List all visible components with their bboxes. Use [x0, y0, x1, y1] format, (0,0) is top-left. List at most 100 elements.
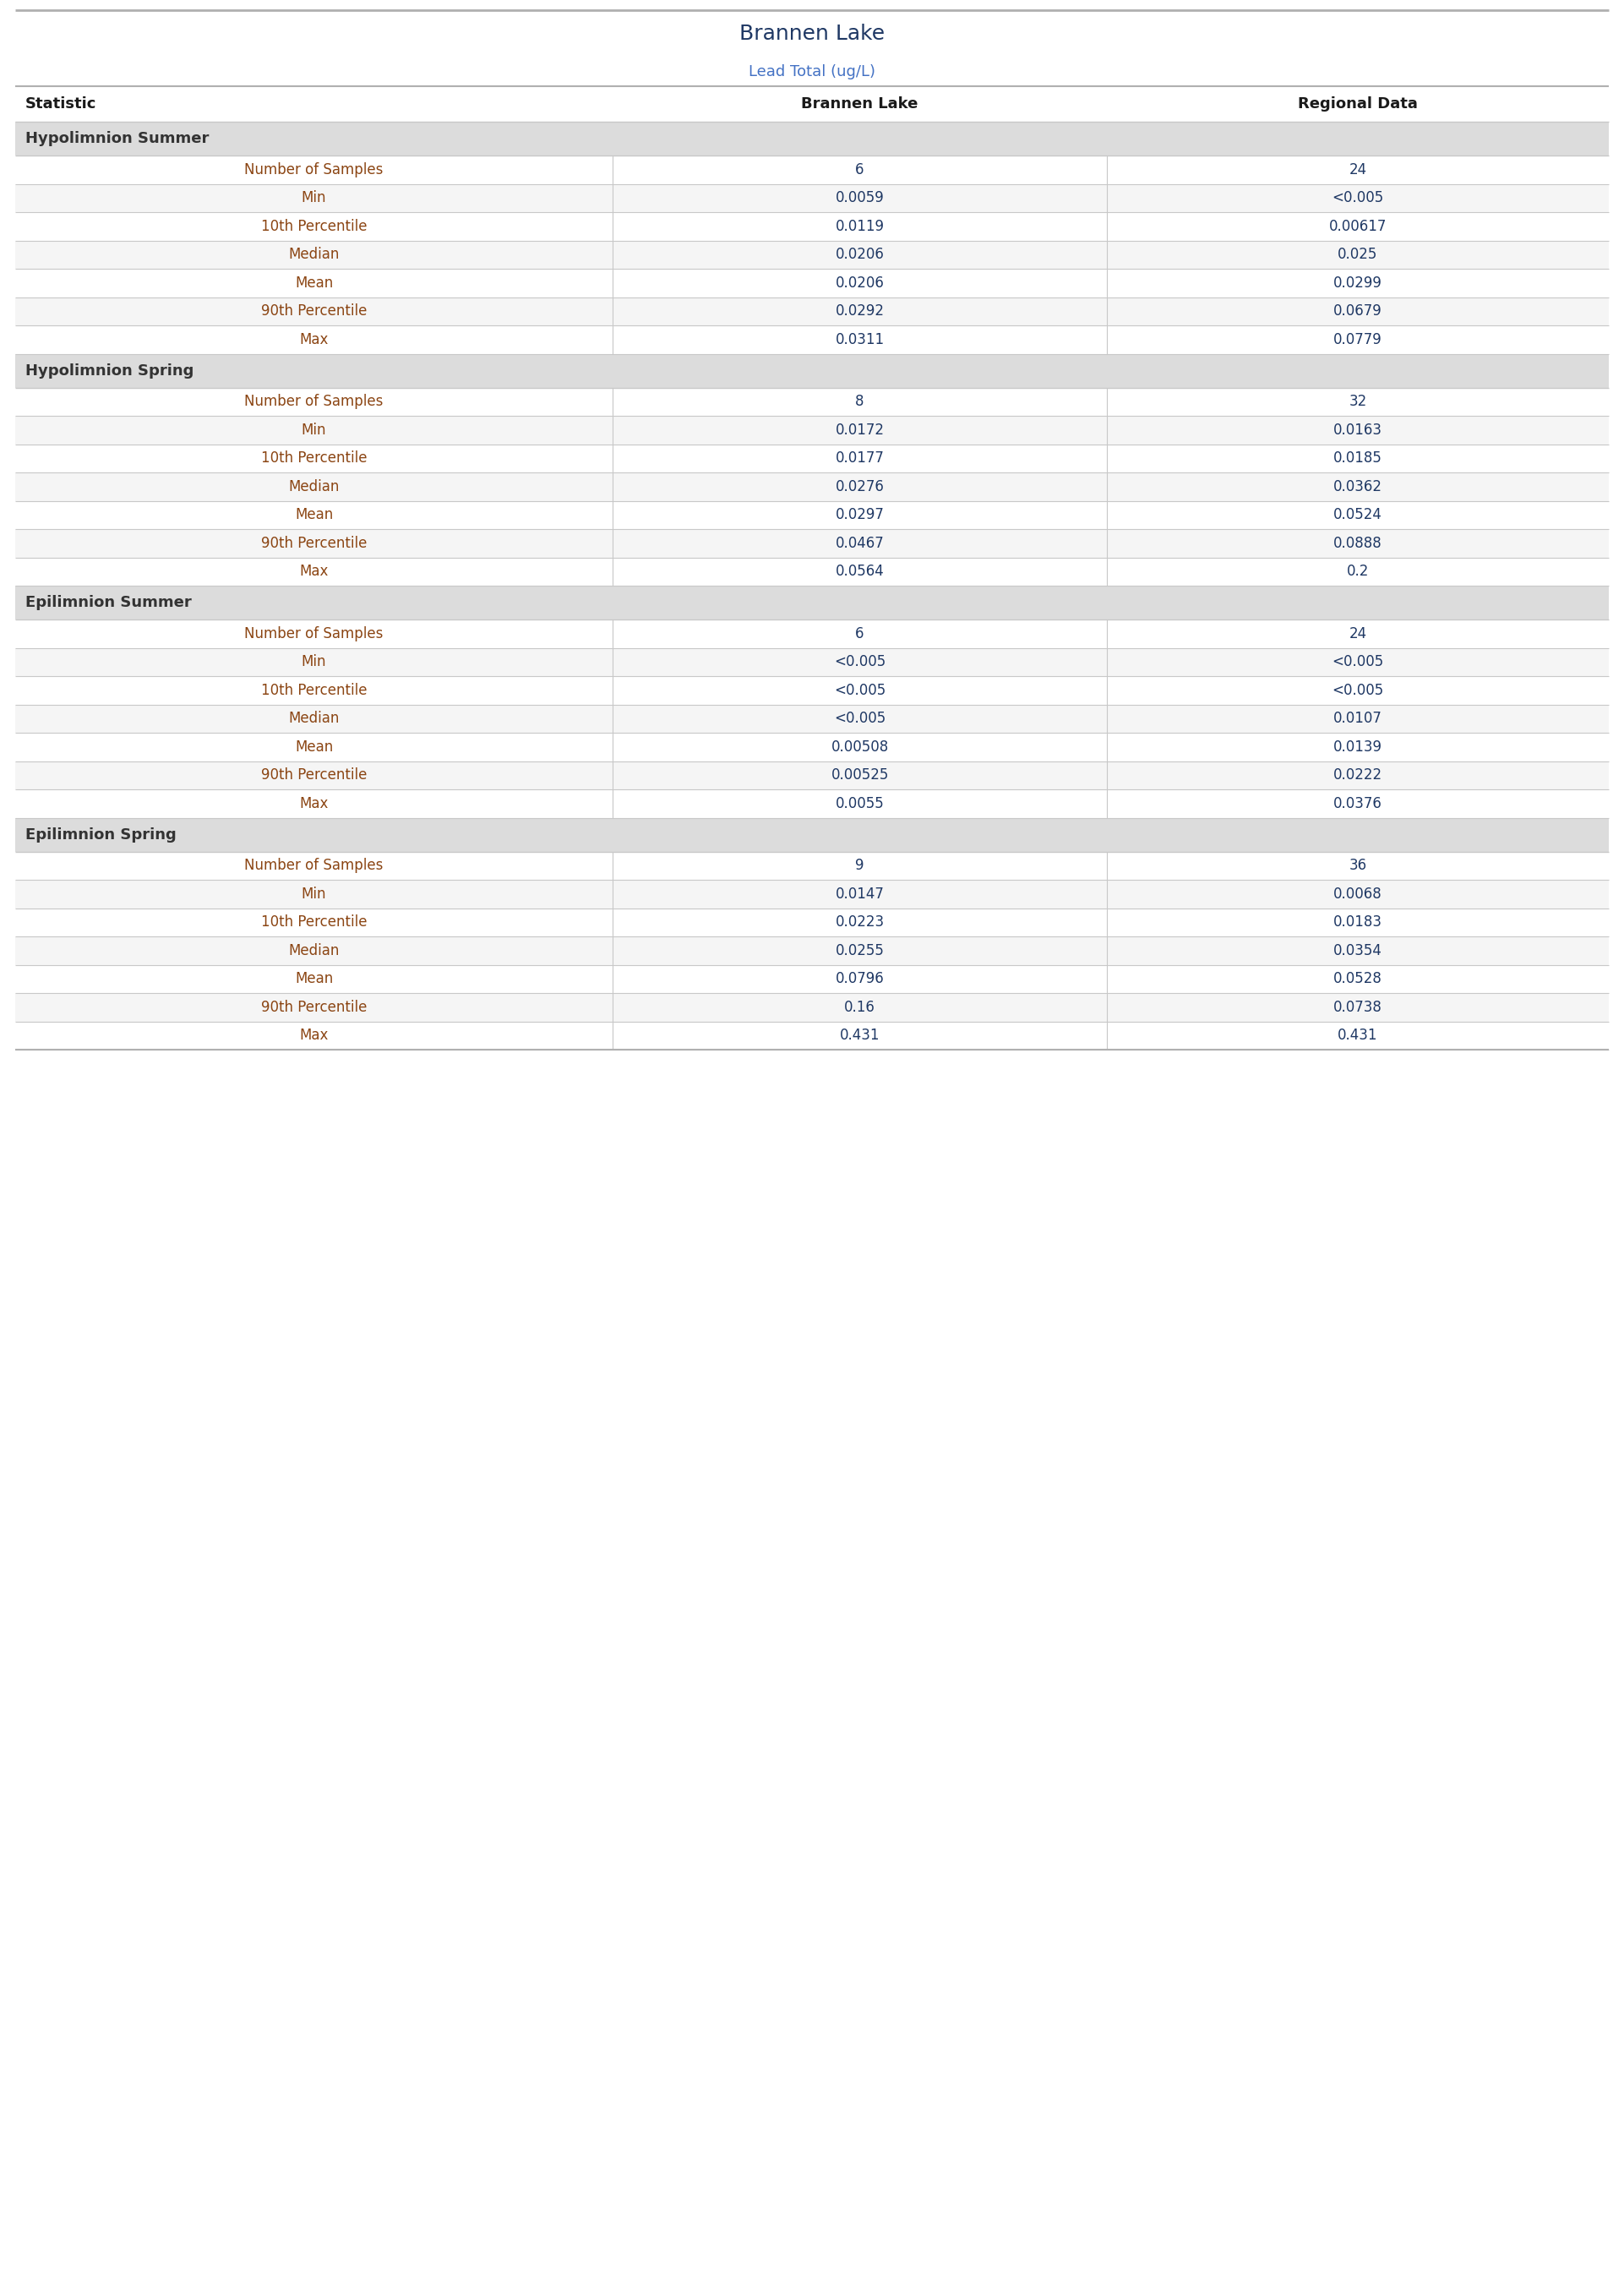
Bar [15, 354, 1609, 388]
Bar [15, 415, 1609, 445]
Text: 0.0206: 0.0206 [835, 247, 883, 263]
Text: 0.0059: 0.0059 [835, 191, 883, 207]
Text: 0.0564: 0.0564 [835, 563, 883, 579]
Text: Median: Median [289, 942, 339, 958]
Text: 0.0528: 0.0528 [1333, 972, 1382, 987]
Text: 0.431: 0.431 [840, 1028, 880, 1044]
Text: 0.0354: 0.0354 [1333, 942, 1382, 958]
Bar [15, 938, 1609, 965]
Text: Number of Samples: Number of Samples [245, 161, 383, 177]
Text: 0.00508: 0.00508 [831, 740, 888, 754]
Text: Number of Samples: Number of Samples [245, 627, 383, 640]
Text: 0.0206: 0.0206 [835, 275, 883, 291]
Bar [15, 881, 1609, 908]
Text: 0.0107: 0.0107 [1333, 711, 1382, 726]
Bar [15, 676, 1609, 704]
Text: <0.005: <0.005 [835, 711, 885, 726]
Bar [15, 241, 1609, 268]
Text: Hypolimnion Spring: Hypolimnion Spring [26, 363, 193, 379]
Text: 10th Percentile: 10th Percentile [261, 683, 367, 697]
Text: 0.0255: 0.0255 [835, 942, 883, 958]
Bar [15, 86, 1609, 123]
Bar [15, 297, 1609, 325]
Bar [15, 760, 1609, 790]
Text: Hypolimnion Summer: Hypolimnion Summer [26, 132, 209, 145]
Text: 0.0119: 0.0119 [835, 218, 885, 234]
Text: 0.0524: 0.0524 [1333, 506, 1382, 522]
Bar [15, 908, 1609, 938]
Bar [15, 992, 1609, 1022]
Text: 0.0738: 0.0738 [1333, 999, 1382, 1015]
Text: 0.0292: 0.0292 [835, 304, 885, 318]
Bar [15, 388, 1609, 415]
Bar [15, 733, 1609, 760]
Bar [15, 211, 1609, 241]
Text: 0.0177: 0.0177 [835, 452, 883, 465]
Text: 0.0172: 0.0172 [835, 422, 885, 438]
Text: 0.0185: 0.0185 [1333, 452, 1382, 465]
Text: Median: Median [289, 479, 339, 495]
Bar [15, 558, 1609, 586]
Bar [15, 529, 1609, 558]
Text: 0.0467: 0.0467 [835, 536, 883, 552]
Bar [15, 325, 1609, 354]
Text: Lead Total (ug/L): Lead Total (ug/L) [749, 64, 875, 79]
Text: 6: 6 [856, 161, 864, 177]
Text: 0.00525: 0.00525 [831, 767, 888, 783]
Text: 0.0362: 0.0362 [1333, 479, 1382, 495]
Text: 8: 8 [856, 395, 864, 409]
Bar [15, 620, 1609, 647]
Bar [15, 586, 1609, 620]
Text: 0.0147: 0.0147 [835, 885, 883, 901]
Text: Regional Data: Regional Data [1298, 95, 1418, 111]
Text: Number of Samples: Number of Samples [245, 395, 383, 409]
Text: Brannen Lake: Brannen Lake [801, 95, 918, 111]
Bar [15, 851, 1609, 881]
Text: <0.005: <0.005 [835, 683, 885, 697]
Text: 10th Percentile: 10th Percentile [261, 915, 367, 931]
Text: 0.0311: 0.0311 [835, 331, 885, 347]
Text: Mean: Mean [296, 740, 333, 754]
Bar [15, 965, 1609, 992]
Text: 24: 24 [1350, 161, 1367, 177]
Text: 0.0276: 0.0276 [835, 479, 883, 495]
Text: 0.0297: 0.0297 [835, 506, 883, 522]
Text: 0.0222: 0.0222 [1333, 767, 1382, 783]
Text: 0.00617: 0.00617 [1328, 218, 1387, 234]
Text: 0.0779: 0.0779 [1333, 331, 1382, 347]
Text: <0.005: <0.005 [1332, 191, 1384, 207]
Text: Mean: Mean [296, 972, 333, 987]
Text: 0.16: 0.16 [844, 999, 875, 1015]
Bar [15, 817, 1609, 851]
Bar [15, 790, 1609, 817]
Text: 0.0068: 0.0068 [1333, 885, 1382, 901]
Text: 0.431: 0.431 [1338, 1028, 1377, 1044]
Text: 0.0163: 0.0163 [1333, 422, 1382, 438]
Text: 9: 9 [856, 858, 864, 874]
Text: Mean: Mean [296, 506, 333, 522]
Text: <0.005: <0.005 [1332, 654, 1384, 670]
Text: 90th Percentile: 90th Percentile [261, 999, 367, 1015]
Bar [15, 1022, 1609, 1049]
Text: 90th Percentile: 90th Percentile [261, 767, 367, 783]
Text: 0.0299: 0.0299 [1333, 275, 1382, 291]
Bar [15, 268, 1609, 297]
Text: Min: Min [302, 654, 326, 670]
Bar [15, 157, 1609, 184]
Text: 10th Percentile: 10th Percentile [261, 452, 367, 465]
Text: 0.0183: 0.0183 [1333, 915, 1382, 931]
Bar [15, 184, 1609, 211]
Text: 36: 36 [1350, 858, 1367, 874]
Text: 0.0223: 0.0223 [835, 915, 885, 931]
Bar [15, 445, 1609, 472]
Text: 90th Percentile: 90th Percentile [261, 304, 367, 318]
Text: Min: Min [302, 885, 326, 901]
Text: Max: Max [299, 563, 328, 579]
Text: Mean: Mean [296, 275, 333, 291]
Text: 0.2: 0.2 [1346, 563, 1369, 579]
Text: Min: Min [302, 422, 326, 438]
Text: <0.005: <0.005 [1332, 683, 1384, 697]
Text: 0.0888: 0.0888 [1333, 536, 1382, 552]
Bar [15, 704, 1609, 733]
Text: Number of Samples: Number of Samples [245, 858, 383, 874]
